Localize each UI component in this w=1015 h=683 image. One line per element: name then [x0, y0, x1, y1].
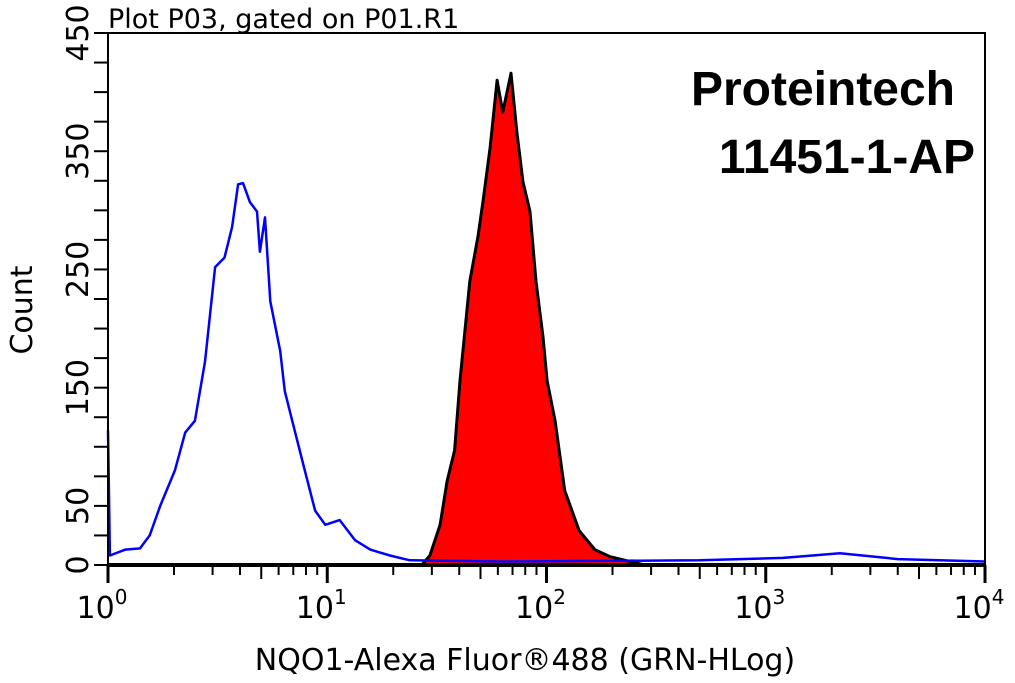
x-tick-base: 10	[734, 591, 772, 626]
x-tick-base: 10	[77, 591, 115, 626]
x-tick-base: 10	[954, 591, 992, 626]
x-tick-label: 103	[734, 585, 785, 626]
catalog-annotation: 11451-1-AP	[719, 131, 975, 184]
x-tick-base: 10	[515, 591, 553, 626]
y-tick-label: 150	[61, 359, 96, 416]
chart-title: Plot P03, gated on P01.R1	[108, 4, 459, 35]
x-tick-exponent: 0	[115, 585, 128, 609]
x-tick-label: 104	[954, 585, 1005, 626]
x-tick-exponent: 1	[334, 585, 347, 609]
y-tick-label: 350	[61, 123, 96, 180]
x-axis-title: NQO1-Alexa Fluor®488 (GRN-HLog)	[255, 643, 795, 678]
control-histogram-line	[106, 181, 986, 563]
x-tick-label: 102	[515, 585, 566, 626]
x-tick-label: 100	[77, 585, 128, 626]
x-tick-exponent: 3	[772, 585, 785, 609]
brand-annotation: Proteintech	[691, 63, 955, 116]
x-tick-exponent: 2	[553, 585, 566, 609]
sample-histogram-filled	[420, 71, 646, 567]
y-tick-label: 450	[61, 4, 96, 61]
x-tick-exponent: 4	[992, 585, 1005, 609]
x-tick-base: 10	[296, 591, 334, 626]
y-tick-label: 250	[61, 241, 96, 298]
y-axis-title: Count	[5, 265, 40, 354]
x-tick-label: 101	[296, 585, 347, 626]
y-tick-label: 0	[61, 555, 96, 574]
y-tick-label: 50	[61, 487, 96, 525]
